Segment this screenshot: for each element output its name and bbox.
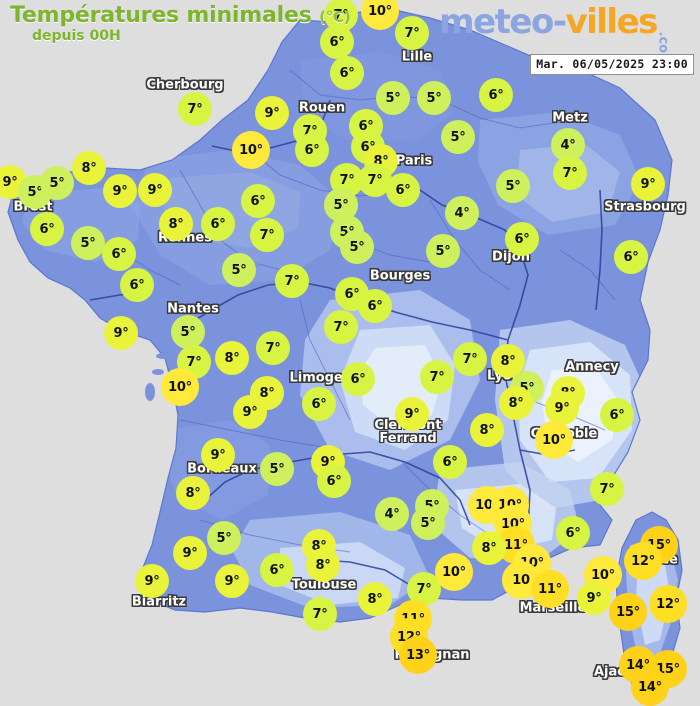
- temperature-bubble[interactable]: 6°: [358, 289, 392, 323]
- temperature-bubble[interactable]: 6°: [320, 25, 354, 59]
- temperature-bubble[interactable]: 12°: [624, 542, 662, 580]
- temperature-bubble[interactable]: 8°: [472, 531, 506, 565]
- temperature-bubble[interactable]: 7°: [590, 472, 624, 506]
- temperature-bubble[interactable]: 6°: [317, 464, 351, 498]
- temperature-bubble[interactable]: 6°: [302, 387, 336, 421]
- title-block: Températures minimales (°C) depuis 00H: [10, 3, 351, 45]
- page-subtitle: depuis 00H: [32, 28, 121, 45]
- temperature-bubble[interactable]: 7°: [256, 331, 290, 365]
- temperature-bubble[interactable]: 4°: [445, 196, 479, 230]
- temperature-bubble[interactable]: 9°: [395, 397, 429, 431]
- temperature-bubble[interactable]: 5°: [496, 169, 530, 203]
- temperature-bubble[interactable]: 7°: [395, 16, 429, 50]
- temperature-bubble[interactable]: 6°: [614, 240, 648, 274]
- temperature-bubble[interactable]: 12°: [649, 585, 687, 623]
- temperature-bubble[interactable]: 7°: [324, 310, 358, 344]
- temperature-bubble[interactable]: 15°: [609, 593, 647, 631]
- temperature-bubble[interactable]: 8°: [176, 476, 210, 510]
- region-borders: [119, 69, 616, 553]
- temperature-bubble[interactable]: 9°: [577, 581, 611, 615]
- temperature-bubble[interactable]: 6°: [556, 516, 590, 550]
- temperature-bubble[interactable]: 6°: [505, 222, 539, 256]
- temperature-bubble[interactable]: 9°: [104, 316, 138, 350]
- temperature-bubble[interactable]: 14°: [631, 668, 669, 706]
- temperature-bubble[interactable]: 6°: [479, 78, 513, 112]
- temperature-bubble[interactable]: 5°: [171, 315, 205, 349]
- temperature-bubble[interactable]: 8°: [72, 151, 106, 185]
- temperature-bubble[interactable]: 5°: [71, 226, 105, 260]
- temperature-bubble[interactable]: 9°: [138, 173, 172, 207]
- temperature-bubble[interactable]: 7°: [420, 360, 454, 394]
- meteo-villes-logo[interactable]: meteo-villes.com: [439, 2, 692, 67]
- temperature-bubble[interactable]: 8°: [215, 341, 249, 375]
- temperature-bubble[interactable]: 6°: [30, 212, 64, 246]
- temperature-bubble[interactable]: 9°: [173, 536, 207, 570]
- temperature-bubble[interactable]: 4°: [375, 497, 409, 531]
- temperature-bubble[interactable]: 6°: [386, 173, 420, 207]
- temperature-bubble[interactable]: 9°: [103, 174, 137, 208]
- temperature-bubble[interactable]: 10°: [535, 421, 573, 459]
- temperature-bubble[interactable]: 5°: [376, 81, 410, 115]
- temperature-bubble[interactable]: 7°: [553, 156, 587, 190]
- temperature-bubble[interactable]: 5°: [411, 506, 445, 540]
- temperature-bubble[interactable]: 13°: [399, 636, 437, 674]
- temperature-bubble[interactable]: 9°: [201, 438, 235, 472]
- temperature-bubble[interactable]: 6°: [295, 133, 329, 167]
- temperature-bubble[interactable]: 6°: [260, 553, 294, 587]
- temperature-bubble[interactable]: 5°: [417, 81, 451, 115]
- temperature-bubble[interactable]: 6°: [341, 362, 375, 396]
- title-text: Températures minimales: [10, 3, 312, 28]
- temperature-bubble[interactable]: 9°: [255, 96, 289, 130]
- logo-villes-text: villes: [565, 2, 658, 42]
- temperature-bubble[interactable]: 9°: [631, 167, 665, 201]
- temperature-bubble[interactable]: 7°: [453, 342, 487, 376]
- coastal-islands: [145, 262, 260, 401]
- page-title: Températures minimales (°C): [10, 3, 351, 28]
- temperature-bubble[interactable]: 8°: [470, 413, 504, 447]
- temperature-bubble[interactable]: 6°: [433, 445, 467, 479]
- temperature-bubble[interactable]: 10°: [361, 0, 399, 30]
- temperature-bubble[interactable]: 7°: [178, 92, 212, 126]
- timestamp-badge: Mar. 06/05/2025 23:00: [530, 54, 694, 75]
- temperature-bubble[interactable]: 9°: [135, 564, 169, 598]
- temperature-bubble[interactable]: 6°: [600, 398, 634, 432]
- temperature-bubble[interactable]: 8°: [358, 582, 392, 616]
- temperature-bubble[interactable]: 6°: [330, 56, 364, 90]
- temperature-bubble[interactable]: 5°: [340, 230, 374, 264]
- temperature-bubble[interactable]: 8°: [159, 207, 193, 241]
- temperature-bubble[interactable]: 10°: [161, 368, 199, 406]
- temperature-bubble[interactable]: 9°: [545, 391, 579, 425]
- temperature-bubble[interactable]: 6°: [102, 237, 136, 271]
- temperature-bubble[interactable]: 8°: [306, 548, 340, 582]
- temperature-bubble[interactable]: 9°: [215, 564, 249, 598]
- temperature-bubble[interactable]: 5°: [426, 234, 460, 268]
- temperature-bubble[interactable]: 5°: [40, 166, 74, 200]
- temperature-bubble[interactable]: 5°: [260, 452, 294, 486]
- temperature-bubble[interactable]: 5°: [441, 120, 475, 154]
- temperature-bubble[interactable]: 6°: [241, 184, 275, 218]
- temperature-bubble[interactable]: 7°: [250, 218, 284, 252]
- temperature-bubble[interactable]: 11°: [531, 570, 569, 608]
- temperature-bubble[interactable]: 7°: [303, 597, 337, 631]
- temperature-bubble[interactable]: 6°: [201, 207, 235, 241]
- title-unit: (°C): [319, 8, 351, 26]
- temperature-bubble[interactable]: 6°: [120, 268, 154, 302]
- temperature-bubble[interactable]: 8°: [499, 386, 533, 420]
- temperature-bubble[interactable]: 10°: [232, 131, 270, 169]
- logo-meteo-text: meteo-: [439, 2, 567, 42]
- temperature-bubble[interactable]: 10°: [435, 553, 473, 591]
- temperature-bubble[interactable]: 5°: [222, 253, 256, 287]
- temperature-bubble[interactable]: 5°: [207, 521, 241, 555]
- temperature-bubble[interactable]: 7°: [275, 264, 309, 298]
- temperature-bubble[interactable]: 9°: [233, 395, 267, 429]
